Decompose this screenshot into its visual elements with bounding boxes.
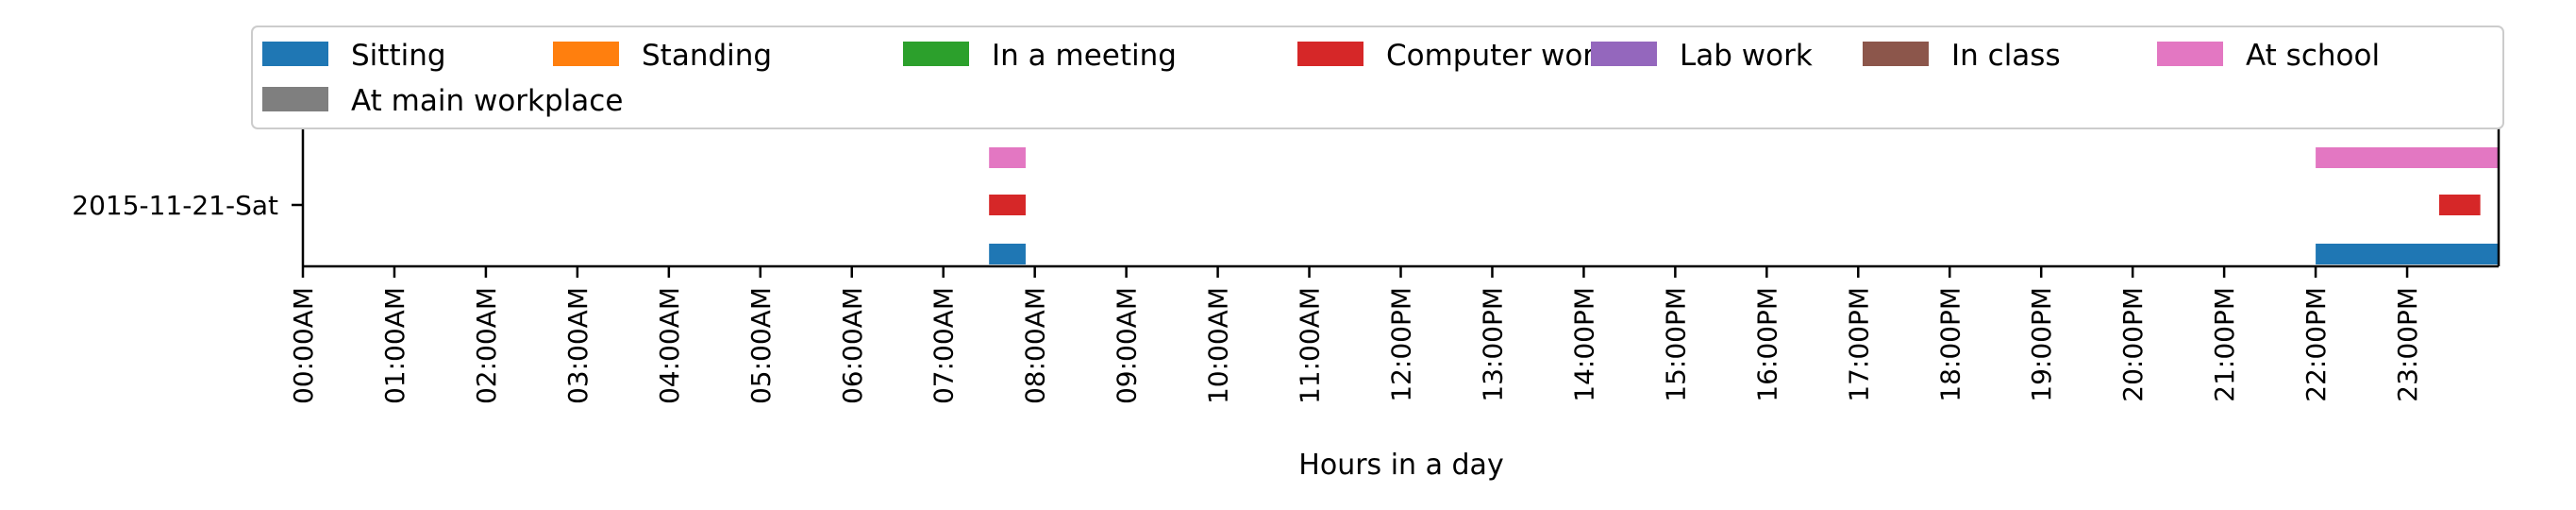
x-tick-label: 03:00AM [562,287,594,404]
legend-swatch-in-class [1863,42,1929,66]
bar-sitting-1 [2316,244,2499,264]
x-tick-label: 23:00PM [2392,287,2423,402]
x-tick-label: 05:00AM [745,287,777,404]
bar-at-school-1 [2316,147,2499,168]
x-tick-label: 09:00AM [1112,287,1143,404]
x-tick-label: 18:00PM [1934,287,1965,402]
legend-swatch-sitting [262,42,328,66]
legend-swatch-lab-work [1591,42,1657,66]
x-tick-label: 10:00AM [1203,287,1234,404]
legend-label-in-a-meeting: In a meeting [992,39,1177,73]
legend: Sitting Standing In a meeting Computer work… [251,26,2504,129]
legend-label-standing: Standing [642,39,772,73]
bar-computer-work-0 [989,195,1026,215]
x-tick-label: 11:00AM [1295,287,1326,404]
legend-swatch-at-main-workplace [262,87,328,111]
legend-swatch-at-school [2157,42,2223,66]
legend-label-computer-work: Computer work [1386,39,1612,73]
legend-frame [251,26,2504,129]
x-tick-label: 02:00AM [471,287,502,404]
x-tick-label: 21:00PM [2209,287,2240,402]
axes: 00:00AM 01:00AM 02:00AM 03:00AM 04:00AM 05:00… [72,125,2501,404]
legend-swatch-standing [553,42,619,66]
x-tick-label: 16:00PM [1751,287,1782,402]
x-tick-label: 08:00AM [1020,287,1051,404]
bar-sitting-0 [989,244,1026,264]
x-tick-label: 01:00AM [379,287,410,404]
x-tick-label: 19:00PM [2026,287,2057,402]
x-tick-label: 04:00AM [654,287,685,404]
legend-label-lab-work: Lab work [1680,39,1813,73]
x-tick-label: 06:00AM [837,287,868,404]
bar-computer-work-1 [2438,195,2481,215]
legend-label-at-main-workplace: At main workplace [351,84,623,118]
x-tick-label: 14:00PM [1568,287,1599,402]
x-axis-label: Hours in a day [1298,449,1503,482]
x-tick-label: 00:00AM [288,287,319,404]
x-tick-label: 12:00PM [1386,287,1417,402]
x-tick-label: 07:00AM [928,287,960,404]
x-tick-label: 15:00PM [1660,287,1691,402]
x-tick-label: 13:00PM [1477,287,1508,402]
x-tick-label: 22:00PM [2300,287,2332,402]
legend-label-sitting: Sitting [351,39,446,73]
legend-swatch-in-a-meeting [903,42,969,66]
x-tick-label: 17:00PM [1843,287,1874,402]
legend-label-in-class: In class [1951,39,2061,73]
legend-label-at-school: At school [2246,39,2380,73]
activity-bars [989,147,2499,264]
legend-swatch-computer-work [1297,42,1363,66]
x-tick-label: 20:00PM [2117,287,2149,402]
y-category-label: 2015-11-21-Sat [72,190,278,221]
bar-at-school-0 [989,147,1026,168]
